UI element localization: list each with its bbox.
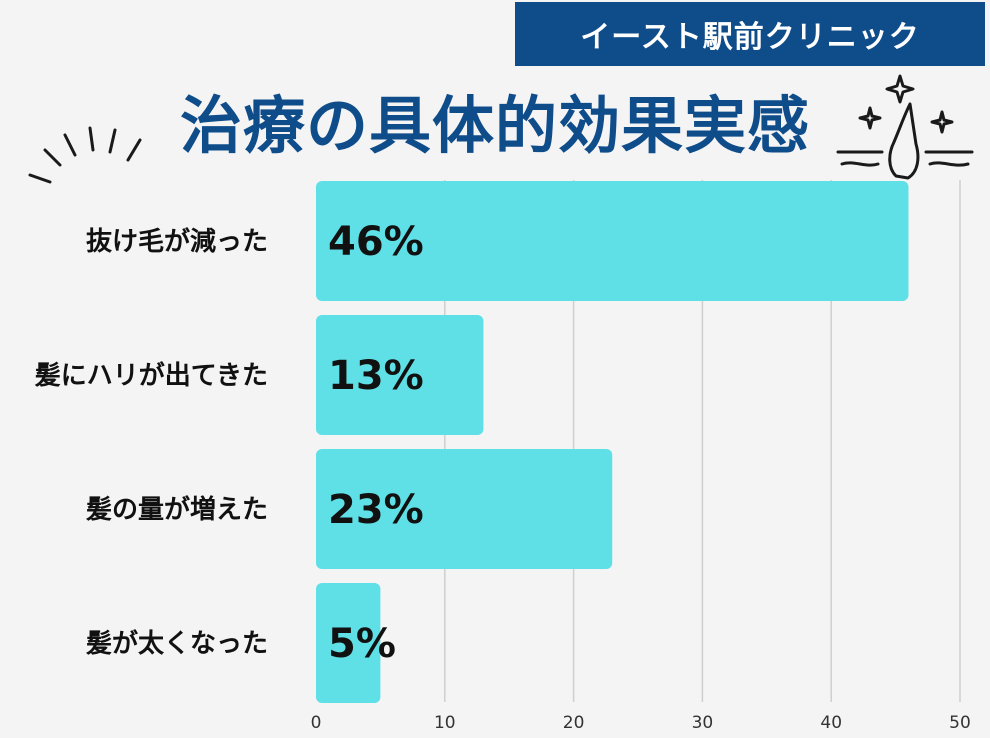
bar [316, 315, 484, 435]
chart-title-text: 治療の具体的効果実感 [179, 89, 810, 162]
burst-lines-icon [28, 126, 142, 184]
chart-title: 治療の具体的効果実感 [150, 75, 840, 165]
value-label: 5% [328, 621, 396, 667]
hair-follicle-sparkle-icon [836, 74, 974, 180]
x-tick-label: 0 [311, 713, 322, 733]
x-tick-label: 50 [949, 713, 971, 733]
category-label: 抜け毛が減った [86, 226, 268, 257]
bar [316, 449, 613, 569]
category-label: 髪の量が増えた [85, 494, 268, 525]
x-tick-label: 10 [434, 713, 456, 733]
clinic-name: イースト駅前クリニック [580, 20, 920, 55]
clinic-name-banner: イースト駅前クリニック [515, 2, 985, 66]
x-tick-label: 30 [692, 713, 714, 733]
category-label: 髪にハリが出てきた [34, 360, 268, 391]
x-tick-label: 20 [563, 713, 585, 733]
bar [316, 181, 909, 301]
value-label: 13% [328, 353, 424, 399]
x-tick-label: 40 [820, 713, 842, 733]
bar [316, 583, 381, 703]
value-label: 23% [328, 487, 424, 533]
value-label: 46% [328, 219, 424, 265]
category-label: 髪が太くなった [85, 628, 268, 659]
